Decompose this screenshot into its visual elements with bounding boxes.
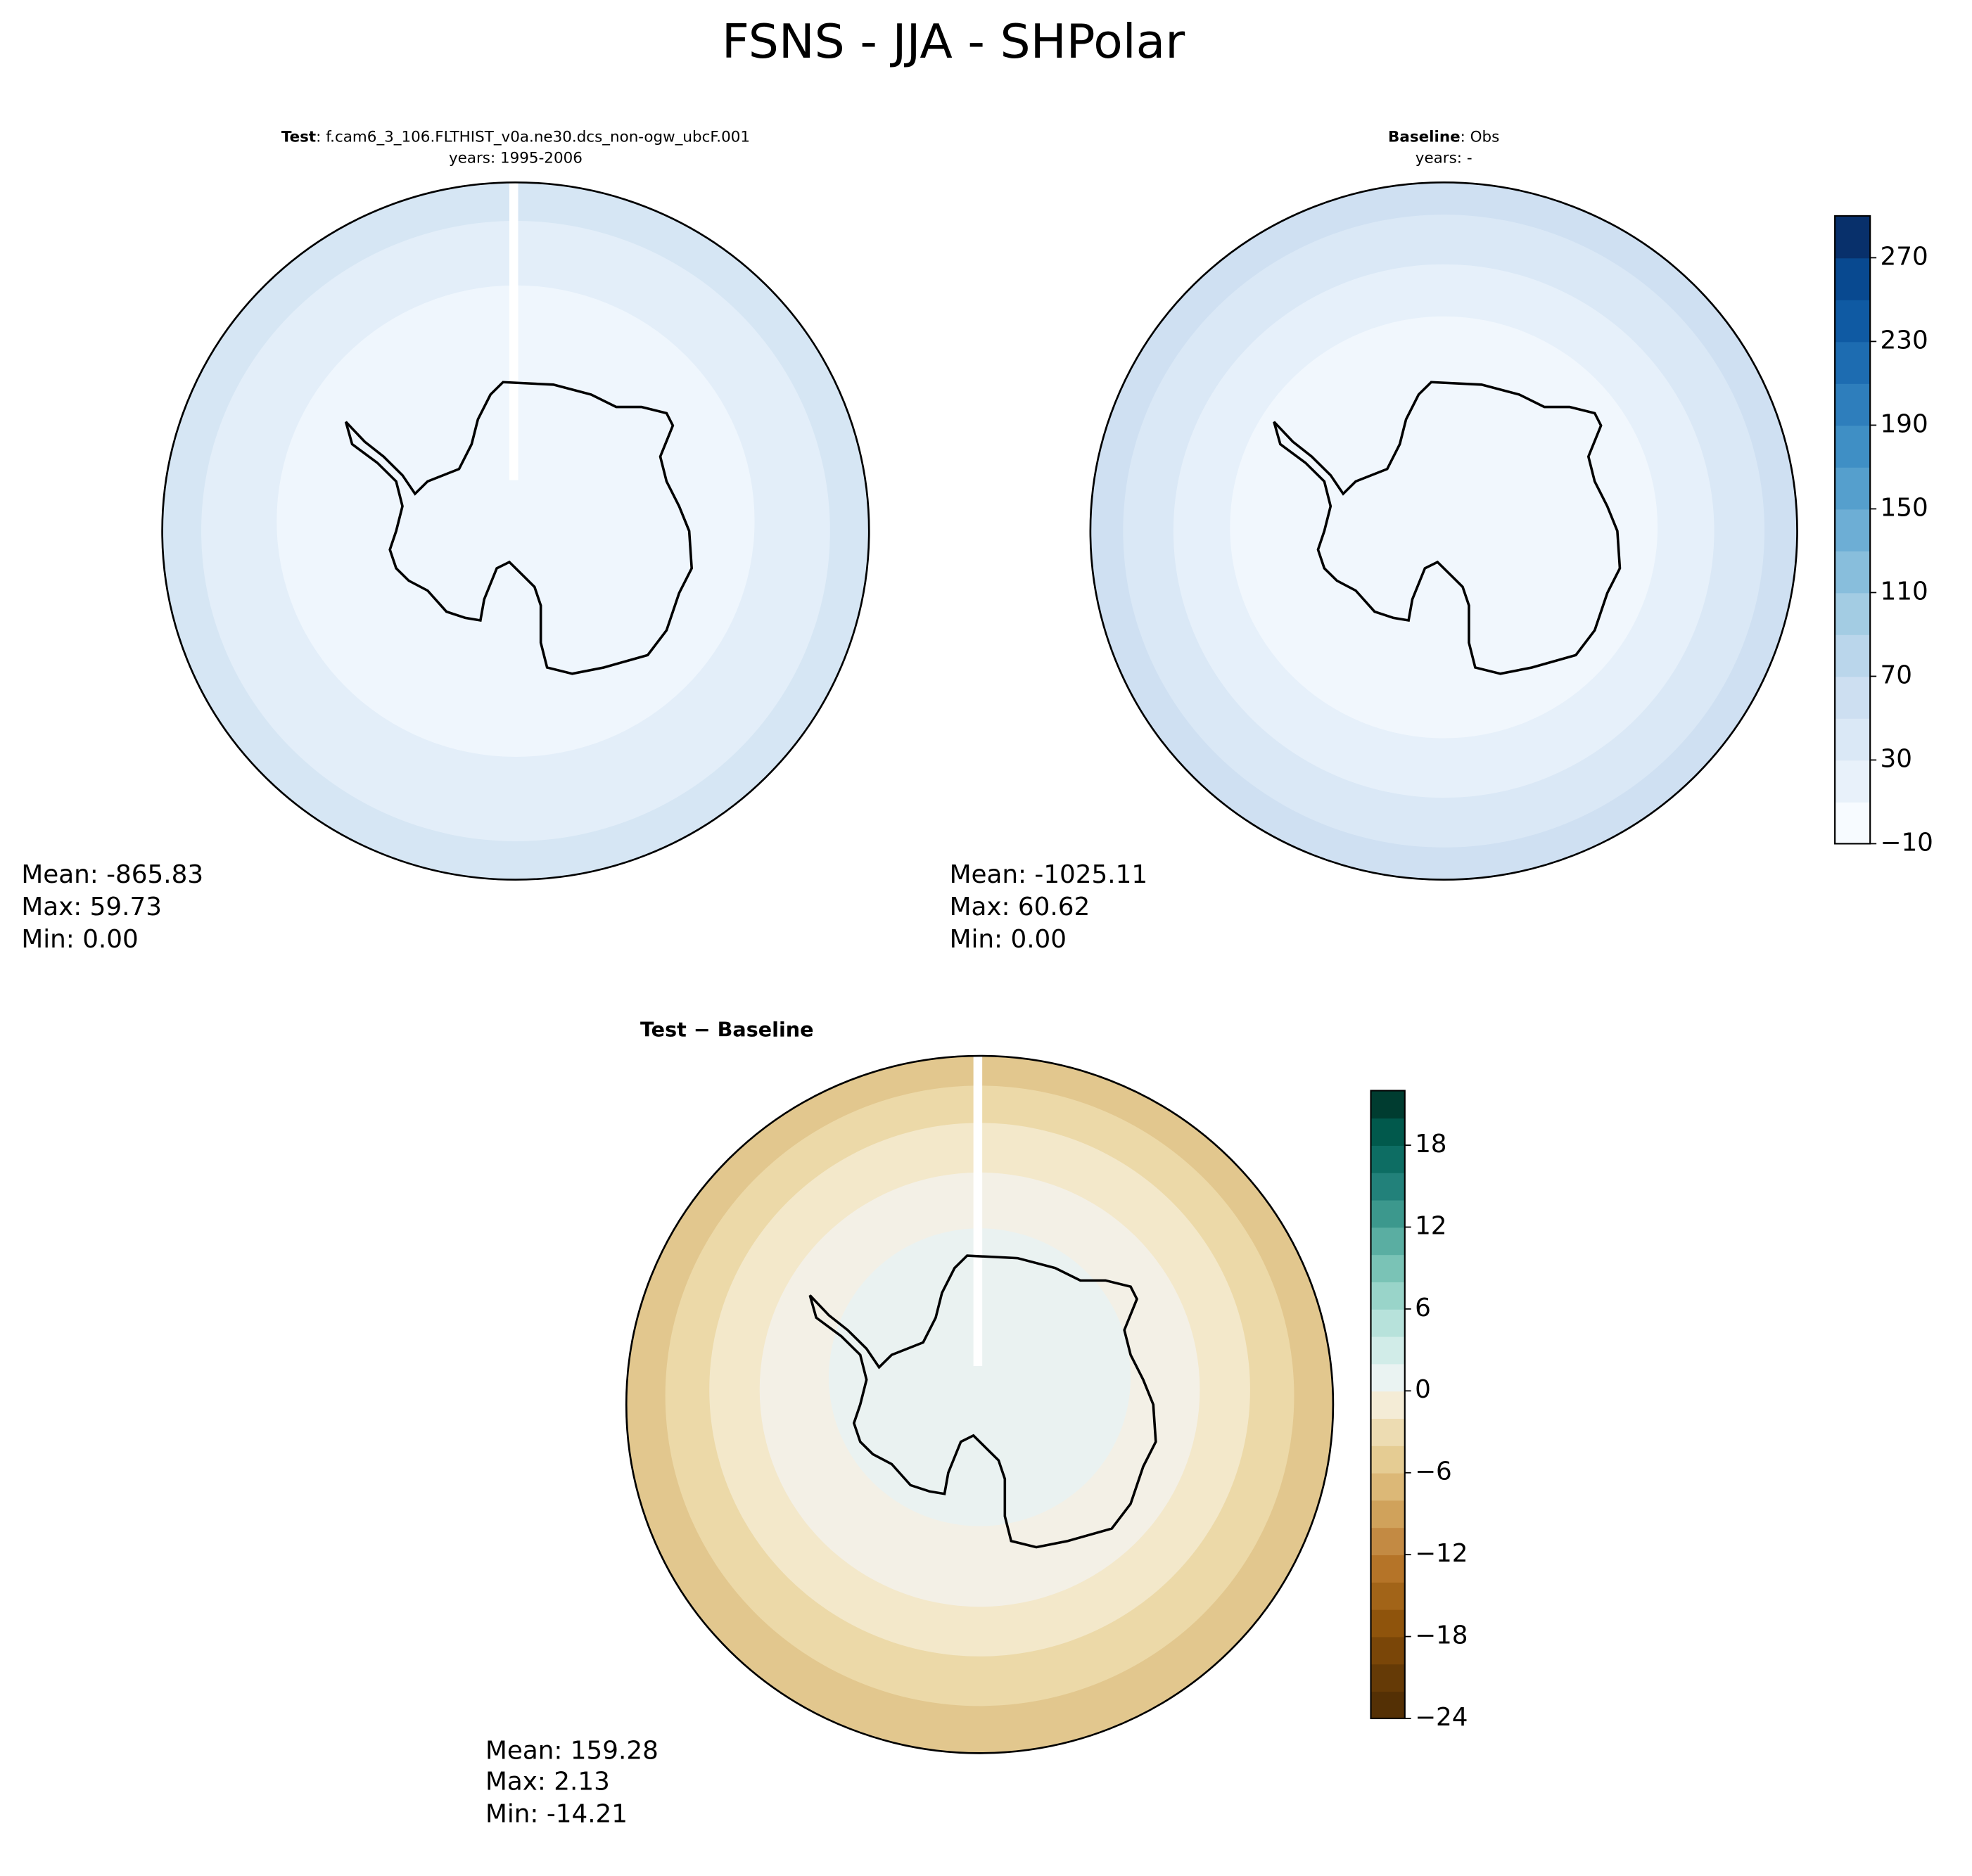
colorbar-band (1370, 1172, 1405, 1201)
colorbar-band (1370, 1472, 1405, 1501)
panel-case: : Obs (1461, 129, 1500, 146)
colorbar-band (1835, 425, 1871, 468)
colorbar-band (1835, 215, 1871, 259)
colorbar-band (1370, 1308, 1405, 1337)
panel-label: Baseline (1388, 129, 1461, 146)
colorbar-band (1370, 1609, 1405, 1638)
colorbar-band (1835, 801, 1871, 845)
colorbar-band (1370, 1691, 1405, 1719)
stat: Min: 0.00 (21, 925, 138, 954)
colorbar-band (1370, 1581, 1405, 1610)
colorbar-band (1835, 760, 1871, 803)
colorbar-band (1370, 1227, 1405, 1256)
colorbar-band (1370, 1500, 1405, 1529)
colorbar-band (1835, 676, 1871, 719)
colorbar-band (1835, 466, 1871, 510)
panel-title: Test: f.cam6_3_106.FLTHIST_v0a.ne30.dcs_… (281, 129, 750, 146)
map-difference (625, 1054, 1335, 1754)
figure-title: FSNS - JJA - SHPolar (722, 13, 1185, 68)
colorbar-tick-label: 110 (1881, 578, 1928, 606)
colorbar-band (1835, 592, 1871, 635)
colorbar-frame (1834, 215, 1871, 845)
panel-title: Test − Baseline (640, 1019, 814, 1042)
stat: Min: 0.00 (950, 925, 1067, 954)
colorbar-band (1835, 299, 1871, 343)
stat: Max: 59.73 (21, 893, 162, 921)
colorbar-band (1370, 1336, 1405, 1365)
panel-label: Test (281, 129, 316, 146)
colorbar-band (1370, 1391, 1405, 1419)
colorbar-band (1835, 383, 1871, 426)
colorbar-band (1835, 550, 1871, 594)
colorbar-band (1370, 1445, 1405, 1474)
colorbar-tick-label: 12 (1415, 1212, 1446, 1241)
colorbar-tick-label: 6 (1415, 1294, 1431, 1322)
colorbar-tick-label: 30 (1881, 745, 1912, 774)
colorbar-band (1370, 1527, 1405, 1556)
colorbar-tick-label: 230 (1881, 326, 1928, 355)
panel-title: Baseline: Obs (1388, 129, 1499, 146)
colorbar-tick-label: −24 (1415, 1703, 1468, 1732)
colorbar-band (1370, 1145, 1405, 1173)
colorbar-tick-label: 70 (1881, 661, 1912, 690)
stat: Max: 60.62 (950, 893, 1090, 921)
colorbar-band (1370, 1090, 1405, 1119)
colorbar-band (1835, 257, 1871, 300)
colorbar-band (1370, 1636, 1405, 1665)
stat: Max: 2.13 (485, 1768, 610, 1797)
map-test (161, 181, 870, 881)
colorbar-band (1370, 1555, 1405, 1583)
panel-years: years: - (1416, 150, 1472, 167)
colorbar-band (1370, 1199, 1405, 1228)
colorbar-band (1370, 1254, 1405, 1282)
colorbar-tick-label: 18 (1415, 1130, 1446, 1159)
colorbar-band (1370, 1118, 1405, 1146)
stat: Mean: 159.28 (485, 1737, 659, 1766)
panel-years: years: 1995-2006 (449, 150, 583, 167)
colorbar-band (1835, 509, 1871, 551)
colorbars: −10 30 70 110 150 190 230 270 −24 −18 −12 −6 0 6 12 18 (1370, 215, 1933, 1732)
colorbar-tick-label: −12 (1415, 1539, 1468, 1568)
colorbar-band (1835, 717, 1871, 761)
colorbar-band (1370, 1282, 1405, 1310)
colorbar-band (1370, 1363, 1405, 1392)
map-baseline (1089, 181, 1798, 881)
colorbar-tick-label: 0 (1415, 1375, 1431, 1404)
colorbar-band (1370, 1418, 1405, 1446)
colorbar-tick-label: 150 (1881, 494, 1928, 523)
panel-case: : f.cam6_3_106.FLTHIST_v0a.ne30.dcs_non-… (316, 129, 750, 146)
colorbar-frame (1370, 1090, 1406, 1720)
colorbar-band (1835, 634, 1871, 677)
colorbar-tick-label: −18 (1415, 1621, 1468, 1650)
stat: Mean: -865.83 (21, 860, 203, 889)
colorbar-tick-label: −6 (1415, 1457, 1452, 1486)
stat: Mean: -1025.11 (950, 860, 1147, 889)
colorbar-band (1370, 1664, 1405, 1692)
colorbar-band (1835, 341, 1871, 384)
colorbar-tick-label: 190 (1881, 410, 1928, 439)
colorbar-tick-label: −10 (1881, 829, 1933, 857)
stat: Min: -14.21 (485, 1800, 628, 1829)
colorbar-tick-label: 270 (1881, 243, 1928, 272)
